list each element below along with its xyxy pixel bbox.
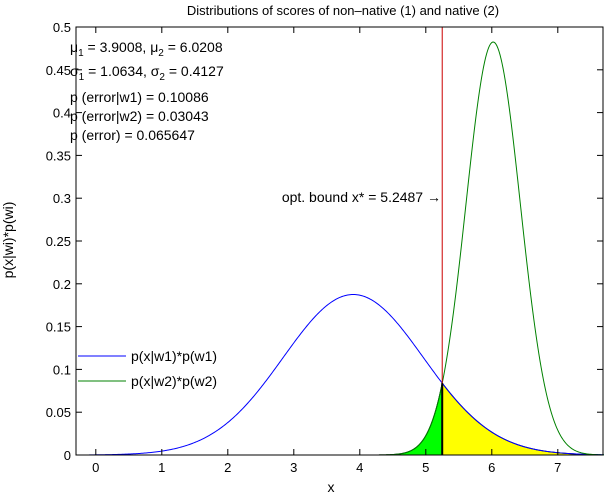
- x-tick-label: 7: [554, 460, 561, 475]
- legend-label-series-1: p(x|w1)*p(w1): [131, 348, 217, 364]
- mu2-value: = 6.0208: [164, 39, 223, 55]
- mu1-symbol: μ: [70, 39, 78, 55]
- x-axis-ticks: 0 1 2 3 4 5 6 7: [92, 27, 561, 475]
- x-tick-label: 2: [224, 460, 231, 475]
- x-tick-label: 0: [92, 460, 99, 475]
- y-tick-label: 0.5: [53, 20, 71, 35]
- sigma2-value: = 0.4127: [165, 63, 224, 79]
- y-tick-label: 0.2: [53, 277, 71, 292]
- y-tick-label: 0.45: [46, 63, 71, 78]
- y-tick-label: 0.4: [53, 106, 71, 121]
- mu1-value: = 3.9008,: [84, 39, 151, 55]
- x-axis-label: x: [328, 479, 335, 494]
- stats-sigma: σ1 = 1.0634, σ2 = 0.4127: [70, 63, 224, 83]
- y-tick-label: 0.3: [53, 191, 71, 206]
- stats-perror-w2: p (error|w2) = 0.03043: [70, 108, 209, 124]
- sigma2-sub: 2: [159, 72, 165, 83]
- y-axis-ticks: 0 0.05 0.1 0.15 0.2 0.25 0.3 0.35 0.4 0.45 0.5: [46, 20, 603, 463]
- stats-mu: μ1 = 3.9008, μ2 = 6.0208: [70, 39, 223, 59]
- mu1-sub: 1: [78, 48, 84, 59]
- y-tick-label: 0.15: [46, 320, 71, 335]
- y-axis-label: p(x|wi)*p(wi): [0, 202, 16, 279]
- y-tick-label: 0.05: [46, 405, 71, 420]
- sigma1-value: = 1.0634,: [84, 63, 151, 79]
- mu2-symbol: μ: [150, 39, 158, 55]
- series-line-1: [89, 293, 604, 456]
- x-tick-label: 1: [158, 460, 165, 475]
- x-tick-label: 6: [488, 460, 495, 475]
- y-tick-label: 0: [64, 448, 71, 463]
- y-tick-label: 0.25: [46, 234, 71, 249]
- region-error-w1: [441, 381, 598, 456]
- x-tick-label: 3: [290, 460, 297, 475]
- x-tick-label: 5: [422, 460, 429, 475]
- legend: p(x|w1)*p(w1) p(x|w2)*p(w2): [78, 348, 217, 389]
- y-tick-label: 0.35: [46, 148, 71, 163]
- chart-title: Distributions of scores of non–native (1…: [187, 3, 499, 18]
- stats-perror-w1: p (error|w1) = 0.10086: [70, 89, 209, 105]
- sigma2-symbol: σ: [151, 63, 160, 79]
- y-tick-label: 0.1: [53, 362, 71, 377]
- stats-perror: p (error) = 0.065647: [70, 127, 195, 143]
- shaded-regions: [379, 381, 598, 456]
- mu2-sub: 2: [158, 48, 164, 59]
- legend-label-series-2: p(x|w2)*p(w2): [131, 373, 217, 389]
- x-tick-label: 4: [356, 460, 363, 475]
- sigma1-symbol: σ: [70, 63, 79, 79]
- sigma1-sub: 1: [79, 72, 85, 83]
- boundary-annotation: opt. bound x* = 5.2487 →: [282, 189, 441, 205]
